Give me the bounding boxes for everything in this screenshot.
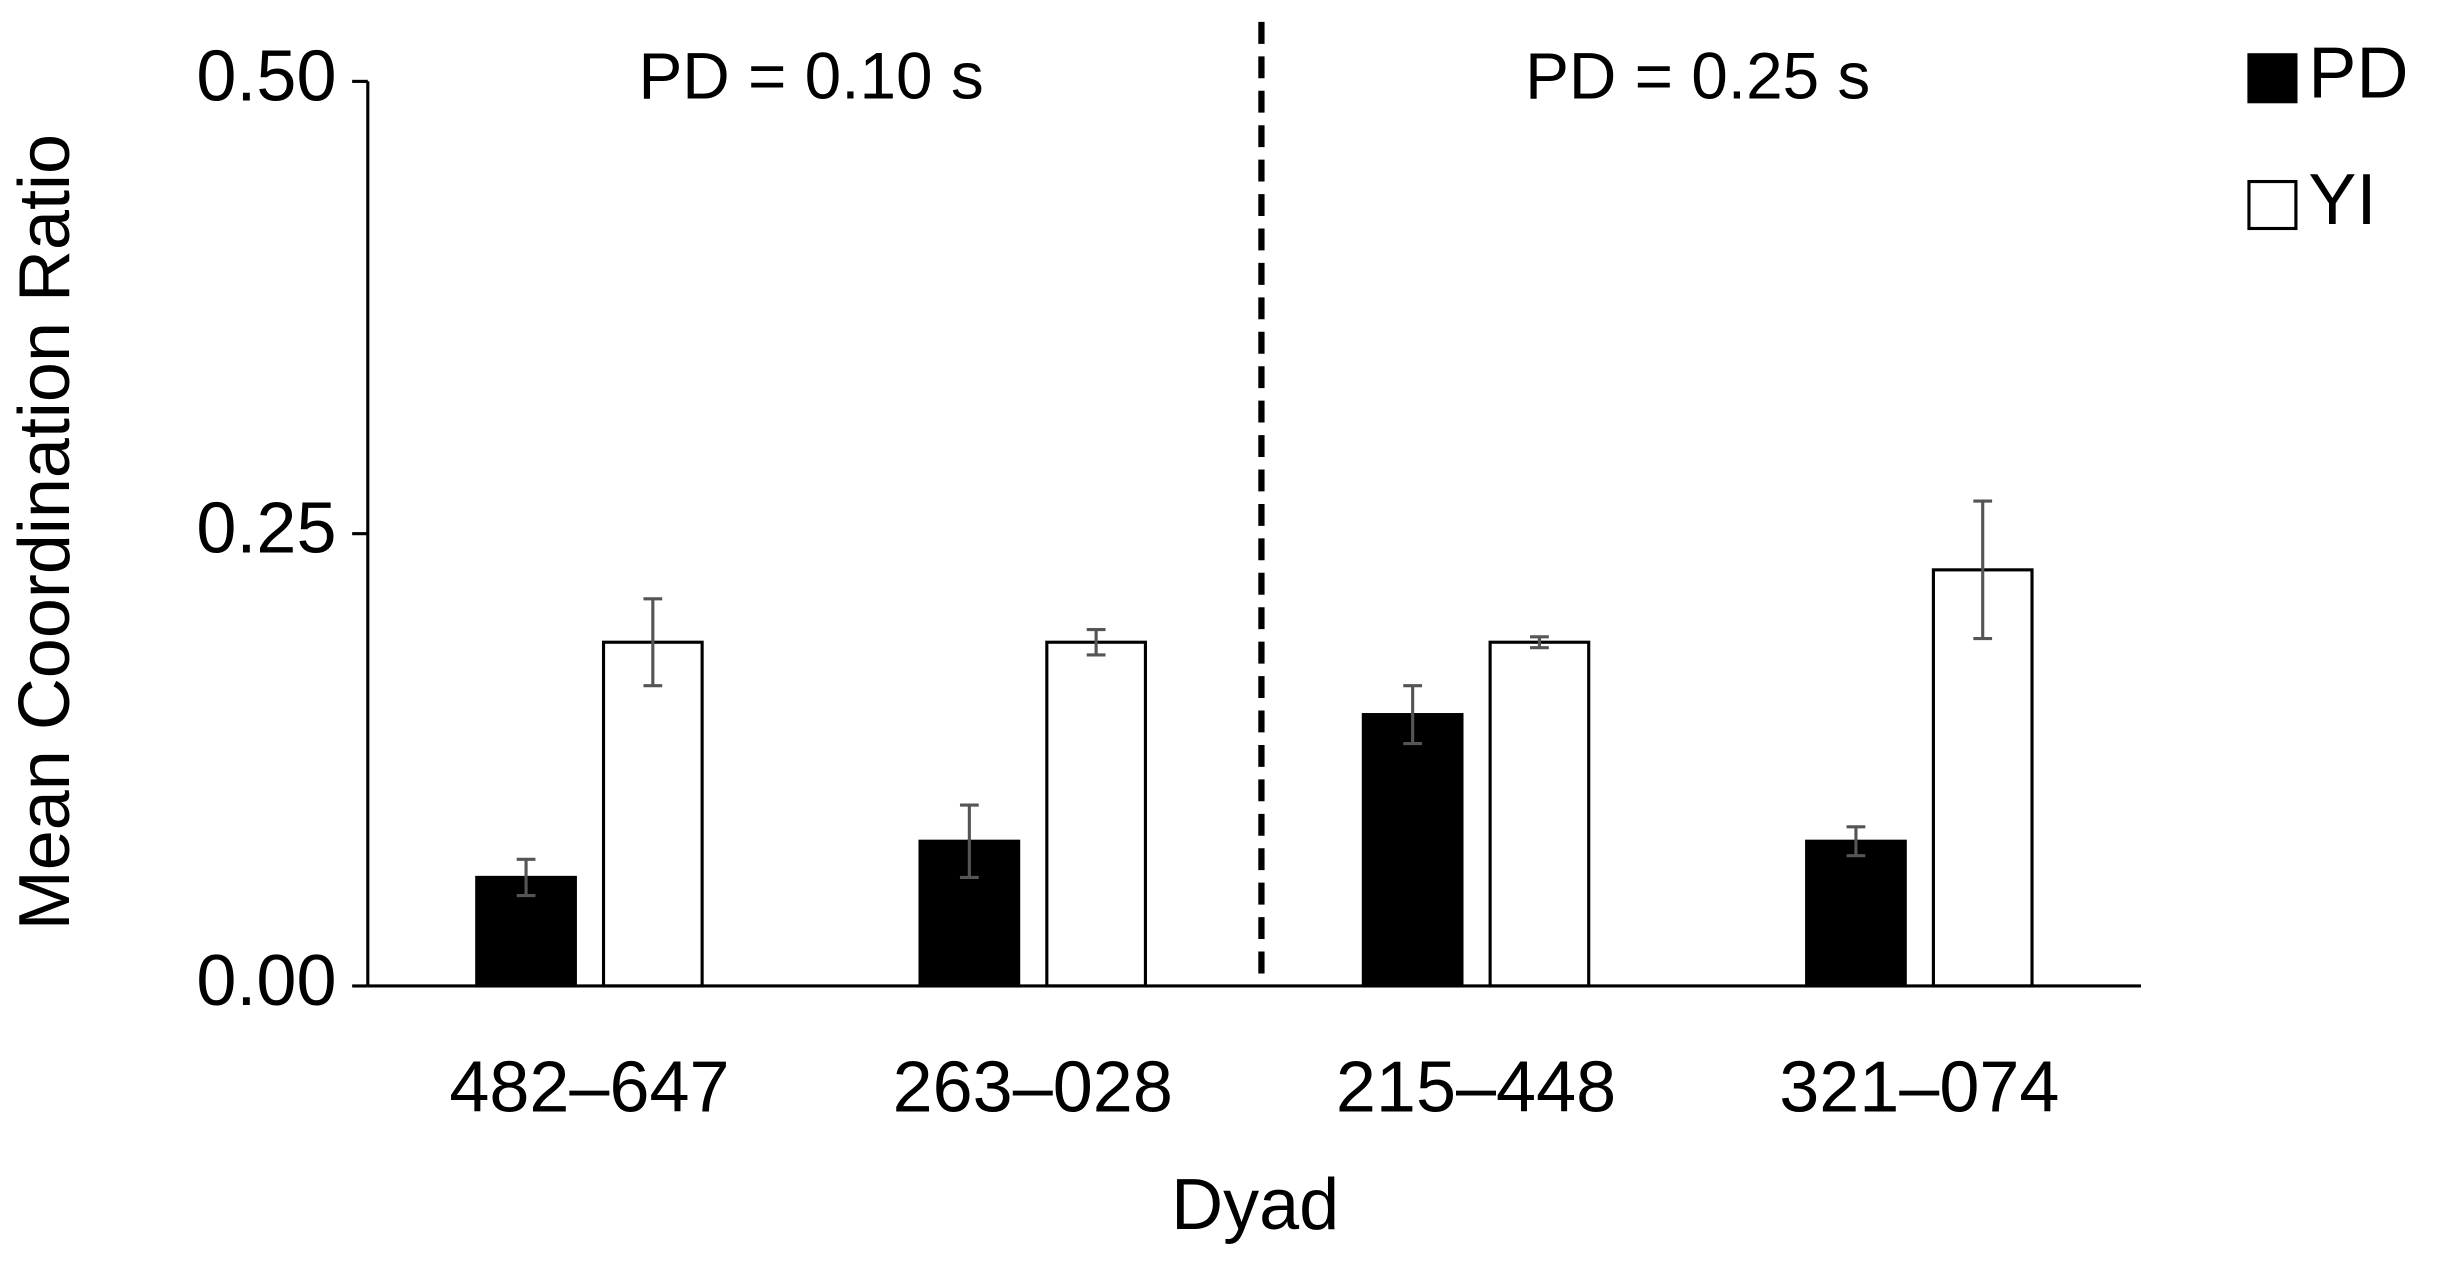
annotation: PD = 0.10 s [638, 39, 983, 113]
error-bar [643, 597, 663, 688]
error-bar [516, 857, 536, 898]
error-bar [1086, 627, 1106, 657]
y-axis-label: Mean Coordination Ratio [5, 134, 85, 930]
x-axis-label: Dyad [1171, 1165, 1339, 1245]
y-tick-label: 0.00 [196, 941, 336, 1021]
x-tick-label: 321–074 [1779, 1047, 2059, 1127]
legend-swatch [2247, 53, 2298, 104]
annotation: PD = 0.25 s [1525, 39, 1870, 113]
legend-label: YI [2308, 160, 2376, 240]
x-tick-label: 482–647 [449, 1047, 729, 1127]
legend-label: PD [2308, 33, 2408, 113]
bar [1361, 713, 1464, 988]
x-tick-label: 215–448 [1336, 1047, 1616, 1127]
bar [1805, 839, 1907, 988]
bar [1045, 640, 1147, 988]
legend-swatch [2247, 179, 2298, 231]
error-bar [1530, 635, 1549, 650]
y-tick-label: 0.25 [196, 489, 336, 569]
x-tick-label: 263–028 [893, 1047, 1173, 1127]
y-tick-label: 0.50 [196, 36, 336, 116]
bar [1488, 640, 1591, 988]
error-bar [1846, 825, 1866, 858]
error-bar [1403, 684, 1423, 746]
bar [601, 640, 704, 988]
error-bar [959, 803, 979, 879]
error-bar [1973, 499, 1993, 641]
